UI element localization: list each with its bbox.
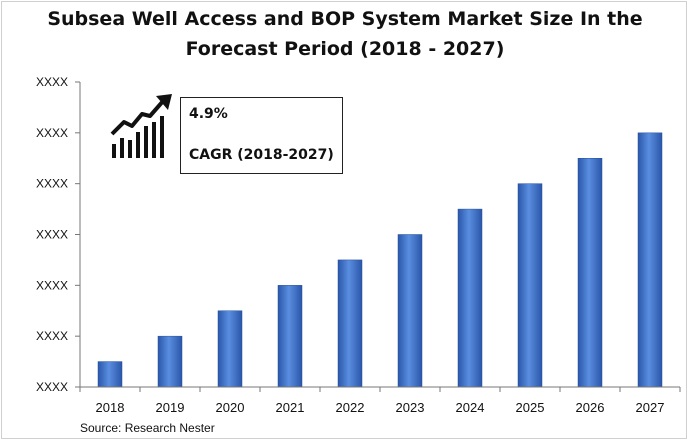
bar-2023 [397,234,423,388]
x-tick-label: 2027 [636,400,665,415]
y-tick-label: XXXX [36,75,68,89]
x-tick-label: 2025 [516,400,545,415]
bar-2019 [157,335,183,388]
chart-title-line-1: Subsea Well Access and BOP System Market… [47,8,643,30]
growth-chart-icon [110,94,172,158]
bar-2027 [637,132,663,388]
y-tick-label: XXXX [36,380,68,394]
x-tick-label: 2024 [456,400,485,415]
x-tick-label: 2022 [336,400,365,415]
y-tick-label: XXXX [36,278,68,292]
x-tick-label: 2020 [216,400,245,415]
x-tick-label: 2021 [276,400,305,415]
source-note: Source: Research Nester [80,421,215,435]
x-tick-label: 2018 [96,400,125,415]
cagr-callout: 4.9% CAGR (2018-2027) [180,97,343,174]
chart-title-line-2: Forecast Period (2018 - 2027) [185,38,505,60]
bar-2024 [457,208,483,388]
bar-2021 [277,285,303,388]
y-tick-label: XXXX [36,177,68,191]
x-tick-label: 2019 [156,400,185,415]
bar-2025 [517,183,543,388]
y-tick-label: XXXX [36,228,68,242]
bar-2026 [577,158,603,388]
cagr-value: 4.9% [189,106,228,122]
y-tick-label: XXXX [36,329,68,343]
chart-title: Subsea Well Access and BOP System Market… [20,4,670,64]
bar-2020 [217,310,243,388]
y-tick-label: XXXX [36,126,68,140]
bar-2022 [337,259,363,388]
x-tick-label: 2026 [576,400,605,415]
x-tick-label: 2023 [396,400,425,415]
cagr-label: CAGR (2018-2027) [189,147,334,163]
bar-2018 [97,361,123,388]
